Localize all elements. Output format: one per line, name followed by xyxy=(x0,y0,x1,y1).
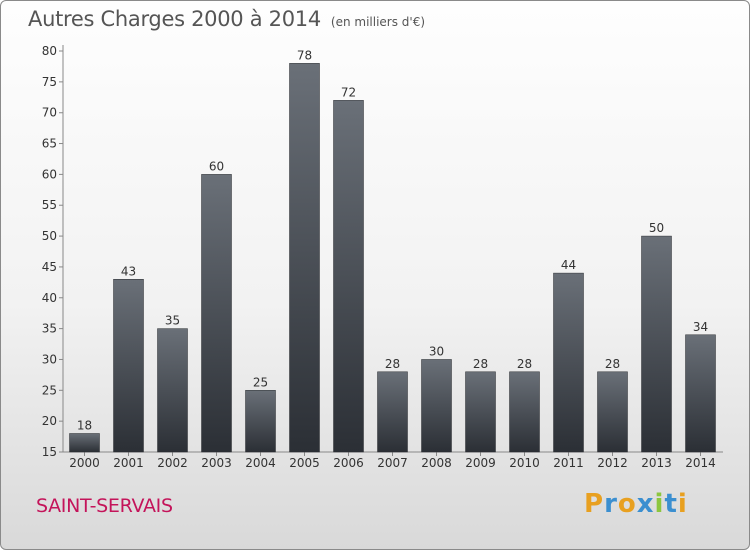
data-label-2004: 25 xyxy=(253,375,268,389)
data-label-2000: 18 xyxy=(77,418,92,432)
proxiti-logo: Proxiti xyxy=(584,489,688,519)
chart-subtitle: (en milliers d'€) xyxy=(330,15,426,29)
logo-letter: t xyxy=(664,489,678,519)
data-label-2003: 60 xyxy=(209,159,224,173)
x-tick-label-2013: 2013 xyxy=(641,456,672,470)
y-tick-label: 80 xyxy=(42,44,57,58)
y-tick-label: 75 xyxy=(42,75,57,89)
bar-2009 xyxy=(465,371,496,453)
bar-2013 xyxy=(641,235,672,453)
y-tick-label: 55 xyxy=(42,198,57,212)
data-label-2012: 28 xyxy=(605,357,620,371)
x-tick-label-2010: 2010 xyxy=(509,456,540,470)
bar-2006 xyxy=(333,100,364,453)
logo-letter: r xyxy=(604,489,618,519)
y-tick-label: 25 xyxy=(42,383,57,397)
y-tick-label: 70 xyxy=(42,106,57,120)
x-tick-label-2004: 2004 xyxy=(245,456,276,470)
y-tick-label: 35 xyxy=(42,322,57,336)
y-tick-label: 45 xyxy=(42,260,57,274)
x-tick-label-2000: 2000 xyxy=(69,456,100,470)
y-tick-label: 20 xyxy=(42,414,57,428)
data-label-2009: 28 xyxy=(473,357,488,371)
bar-2012 xyxy=(597,371,628,453)
logo-letter: i xyxy=(677,489,688,519)
chart-axes: 15 20 25 30 35 40 45 50 55 60 65 70 75 80 2000 2001 2002… xyxy=(42,44,723,470)
data-label-2010: 28 xyxy=(517,357,532,371)
x-tick-label-2007: 2007 xyxy=(377,456,408,470)
x-tick-label-2005: 2005 xyxy=(289,456,320,470)
x-tick-label-2009: 2009 xyxy=(465,456,496,470)
bar-2010 xyxy=(509,371,540,453)
x-tick-label-2002: 2002 xyxy=(157,456,188,470)
y-tick-label: 50 xyxy=(42,229,57,243)
data-label-2011: 44 xyxy=(561,258,576,272)
y-tick-label: 30 xyxy=(42,352,57,366)
x-tick-label-2012: 2012 xyxy=(597,456,628,470)
data-label-2001: 43 xyxy=(121,264,136,278)
y-tick-label: 65 xyxy=(42,137,57,151)
town-name: SAINT-SERVAIS xyxy=(36,495,173,517)
bar-2003 xyxy=(201,174,232,453)
x-tick-label-2011: 2011 xyxy=(553,456,584,470)
logo-letter: i xyxy=(654,489,665,519)
bar-2005 xyxy=(289,63,320,453)
logo-letter: o xyxy=(617,489,637,519)
data-label-2008: 30 xyxy=(429,344,444,358)
data-label-2005: 78 xyxy=(297,48,312,62)
bar-2001 xyxy=(113,279,144,453)
y-tick-label: 15 xyxy=(42,445,57,459)
bar-2000 xyxy=(69,433,100,453)
data-label-2002: 35 xyxy=(165,314,180,328)
data-label-2007: 28 xyxy=(385,357,400,371)
bar-2004 xyxy=(245,390,276,453)
bar-2014 xyxy=(685,334,716,453)
bar-2011 xyxy=(553,272,584,453)
x-tick-label-2008: 2008 xyxy=(421,456,452,470)
x-tick-label-2014: 2014 xyxy=(685,456,716,470)
logo-letter: x xyxy=(636,489,655,519)
data-label-2014: 34 xyxy=(693,320,708,334)
data-label-2013: 50 xyxy=(649,221,664,235)
x-tick-label-2003: 2003 xyxy=(201,456,232,470)
y-tick-label: 60 xyxy=(42,167,57,181)
bar-2007 xyxy=(377,371,408,453)
chart-title: Autres Charges 2000 à 2014 xyxy=(28,7,321,31)
bar-2008 xyxy=(421,359,452,453)
logo-letter: P xyxy=(584,489,605,519)
chart-header: Autres Charges 2000 à 2014 (en milliers d… xyxy=(28,7,425,31)
x-tick-label-2006: 2006 xyxy=(333,456,364,470)
x-tick-label-2001: 2001 xyxy=(113,456,144,470)
bar-2002 xyxy=(157,328,188,453)
chart-bars: 18 43 35 60 25 78 72 28 30 28 28 44 28 50 34 xyxy=(69,48,716,453)
y-tick-label: 40 xyxy=(42,291,57,305)
data-label-2006: 72 xyxy=(341,85,356,99)
